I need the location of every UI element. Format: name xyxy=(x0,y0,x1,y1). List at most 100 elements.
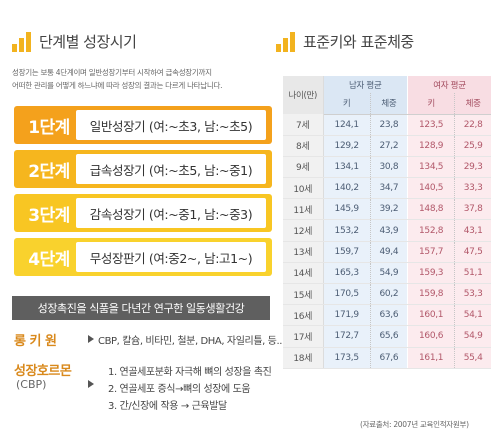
age-cell: 8세 xyxy=(283,135,324,157)
table-header-row: 나이(만) 남자 평균 여자 평균 xyxy=(283,76,491,114)
cbp-effect-1: 1. 연골세포분화 자극해 뼈의 성장을 촉진 xyxy=(108,367,272,378)
female-weight-cell: 55,4 xyxy=(454,347,491,369)
male-height-cell: 124,1 xyxy=(323,114,371,136)
female-weight-cell: 29,3 xyxy=(454,156,491,179)
female-height-cell: 152,8 xyxy=(406,219,455,242)
male-height-cell: 153,2 xyxy=(323,219,371,242)
growth-stages-title: 단계별 성장시기 xyxy=(39,32,137,51)
male-height-cell: 140,2 xyxy=(323,177,371,200)
age-cell: 10세 xyxy=(283,177,324,200)
cbp-sub-label: (CBP) xyxy=(16,378,47,391)
longkiwon-ingredients: CBP, 칼슘, 비타민, 철분, DHA, 자일리틀, 등... xyxy=(98,336,285,347)
female-average-header: 여자 평균 xyxy=(406,76,491,93)
female-height-cell: 134,5 xyxy=(406,156,455,179)
age-cell: 18세 xyxy=(283,347,324,369)
female-weight-header: 체중 xyxy=(454,93,491,115)
stage-2-text: 급속성장기 (여:~초5, 남:~중1) xyxy=(76,154,266,184)
table-row: 7세 124,1 23,8 123,5 22,8 xyxy=(283,114,491,136)
female-height-cell: 148,8 xyxy=(406,198,455,221)
stage-4: 4단계 무성장판기 (여:중2~, 남:고1~) xyxy=(14,238,272,276)
stage-4-label: 4단계 xyxy=(28,249,70,270)
female-weight-cell: 54,1 xyxy=(454,304,491,327)
table-row: 13세 159,7 49,4 157,7 47,5 xyxy=(283,241,491,263)
table-row: 9세 134,1 30,8 134,5 29,3 xyxy=(283,156,491,179)
age-cell: 16세 xyxy=(283,304,324,327)
cbp-effect-3: 3. 간/신장에 작용 → 근육발달 xyxy=(108,401,227,412)
growth-stages-intro: 성장기는 보통 4단계이며 일반성장기부터 시작하여 급속성장기까지 어떠한 관… xyxy=(12,68,223,90)
arrow-right-icon xyxy=(88,380,94,388)
age-cell: 14세 xyxy=(283,262,324,285)
age-cell: 13세 xyxy=(283,241,324,263)
bar-chart-icon xyxy=(276,30,295,52)
table-row: 16세 171,9 63,6 160,1 54,1 xyxy=(283,304,491,327)
female-height-cell: 157,7 xyxy=(406,241,455,263)
male-weight-cell: 60,2 xyxy=(369,283,408,306)
male-weight-cell: 39,2 xyxy=(369,198,408,221)
female-weight-cell: 37,8 xyxy=(454,198,491,221)
male-height-cell: 129,2 xyxy=(323,135,371,157)
female-weight-cell: 54,9 xyxy=(454,325,491,348)
male-weight-cell: 49,4 xyxy=(369,241,408,263)
data-source-note: (자료출처: 2007년 교육인적자원부) xyxy=(360,420,469,429)
stage-1-label: 1단계 xyxy=(28,117,70,138)
stage-2-label: 2단계 xyxy=(28,161,70,182)
cbp-effects-list: 1. 연골세포분화 자극해 뼈의 성장을 촉진 2. 연골세포 증식→뼈의 성장… xyxy=(108,364,272,415)
stage-3-text: 감속성장기 (여:~중1, 남:~중3) xyxy=(76,198,266,228)
female-weight-cell: 51,1 xyxy=(454,262,491,285)
male-height-cell: 165,3 xyxy=(323,262,371,285)
age-cell: 7세 xyxy=(283,114,324,136)
female-weight-cell: 53,3 xyxy=(454,283,491,306)
male-height-cell: 134,1 xyxy=(323,156,371,179)
table-row: 17세 172,7 65,6 160,6 54,9 xyxy=(283,325,491,348)
stage-4-text: 무성장판기 (여:중2~, 남:고1~) xyxy=(76,242,266,272)
male-height-cell: 173,5 xyxy=(323,347,371,369)
cbp-effect-2: 2. 연골세포 증식→뼈의 성장에 도움 xyxy=(108,384,251,395)
female-height-cell: 128,9 xyxy=(406,135,455,157)
male-weight-cell: 43,9 xyxy=(369,219,408,242)
age-cell: 12세 xyxy=(283,219,324,242)
female-height-cell: 161,1 xyxy=(406,347,455,369)
female-height-cell: 159,8 xyxy=(406,283,455,306)
male-weight-header: 체중 xyxy=(369,93,408,115)
stage-2: 2단계 급속성장기 (여:~초5, 남:~중1) xyxy=(14,150,272,188)
table-subheader-row: 키 체중 키 체중 xyxy=(283,93,491,115)
female-weight-cell: 33,3 xyxy=(454,177,491,200)
bar-chart-icon xyxy=(12,30,31,52)
promo-banner: 성장촉진을 식품을 다년간 연구한 일동생활건강 xyxy=(12,296,270,320)
female-weight-cell: 25,9 xyxy=(454,135,491,157)
female-weight-cell: 22,8 xyxy=(454,114,491,136)
male-weight-cell: 65,6 xyxy=(369,325,408,348)
female-height-cell: 160,6 xyxy=(406,325,455,348)
female-height-cell: 123,5 xyxy=(406,114,455,136)
male-height-cell: 145,9 xyxy=(323,198,371,221)
male-average-header: 남자 평균 xyxy=(323,76,408,93)
table-row: 11세 145,9 39,2 148,8 37,8 xyxy=(283,198,491,221)
age-column-header: 나이(만) xyxy=(283,76,324,114)
female-weight-cell: 43,1 xyxy=(454,219,491,242)
age-cell: 11세 xyxy=(283,198,324,221)
table-row: 18세 173,5 67,6 161,1 55,4 xyxy=(283,347,491,369)
cbp-label: 성장호르몬 xyxy=(14,364,72,379)
longkiwon-label: 롱 키 원 xyxy=(14,334,57,349)
male-weight-cell: 67,6 xyxy=(369,347,408,369)
table-row: 10세 140,2 34,7 140,5 33,3 xyxy=(283,177,491,200)
table-row: 14세 165,3 54,9 159,3 51,1 xyxy=(283,262,491,285)
table-row: 8세 129,2 27,2 128,9 25,9 xyxy=(283,135,491,157)
age-cell: 17세 xyxy=(283,325,324,348)
female-height-cell: 140,5 xyxy=(406,177,455,200)
growth-stages-panel: 단계별 성장시기 성장기는 보통 4단계이며 일반성장기부터 시작하여 급속성장… xyxy=(8,0,285,438)
male-weight-cell: 54,9 xyxy=(369,262,408,285)
male-weight-cell: 30,8 xyxy=(369,156,408,179)
male-height-cell: 159,7 xyxy=(323,241,371,263)
stage-1-text: 일반성장기 (여:~초3, 남:~초5) xyxy=(76,110,266,140)
standard-table-header: 표준키와 표준체중 xyxy=(276,30,414,52)
standard-table-title: 표준키와 표준체중 xyxy=(303,32,414,51)
male-weight-cell: 23,8 xyxy=(369,114,408,136)
male-weight-cell: 63,6 xyxy=(369,304,408,327)
stage-3-label: 3단계 xyxy=(28,205,70,226)
male-height-header: 키 xyxy=(323,93,371,115)
stage-1: 1단계 일반성장기 (여:~초3, 남:~초5) xyxy=(14,106,272,144)
male-height-cell: 172,7 xyxy=(323,325,371,348)
table-row: 12세 153,2 43,9 152,8 43,1 xyxy=(283,219,491,242)
arrow-right-icon xyxy=(88,335,94,343)
